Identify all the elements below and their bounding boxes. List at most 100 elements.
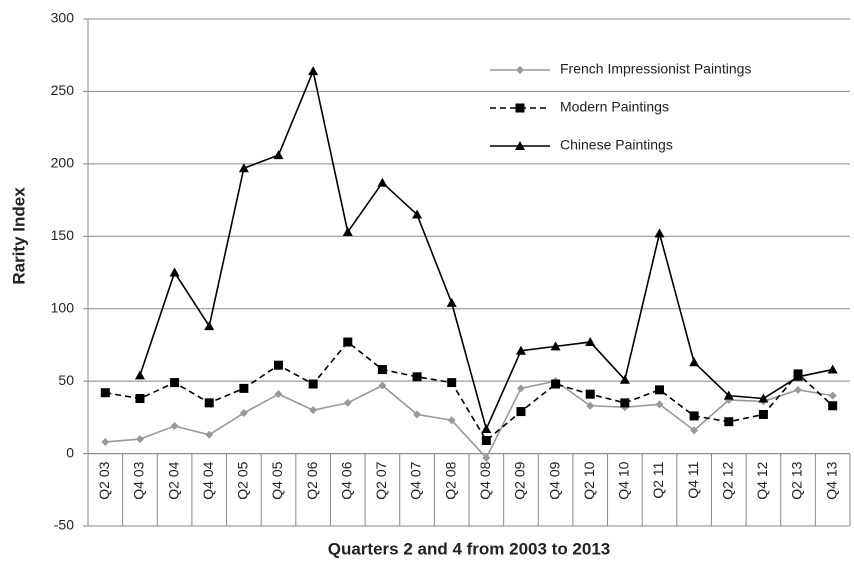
- x-tick-label: Q4 08: [477, 461, 493, 499]
- data-point: [758, 393, 769, 403]
- data-point: [550, 341, 561, 351]
- data-point: [447, 416, 456, 425]
- data-point: [170, 422, 179, 431]
- y-tick-label: 50: [58, 372, 74, 388]
- data-point: [655, 400, 664, 409]
- data-point: [412, 372, 422, 382]
- data-point: [273, 150, 284, 160]
- data-point: [654, 228, 665, 238]
- data-point: [758, 409, 768, 419]
- x-tick-label: Q2 13: [789, 461, 805, 499]
- x-tick-label: Q2 11: [650, 461, 666, 498]
- data-point: [205, 430, 214, 439]
- data-point: [309, 406, 318, 415]
- x-tick-label: Q4 07: [408, 461, 424, 499]
- data-point: [135, 394, 145, 404]
- data-point: [100, 388, 110, 398]
- x-tick-label: Q2 06: [304, 461, 320, 499]
- data-point: [619, 374, 630, 384]
- data-point: [516, 384, 525, 393]
- legend-label: French Impressionist Paintings: [560, 61, 751, 77]
- x-tick-label: Q4 11: [685, 461, 701, 498]
- data-point: [828, 401, 838, 411]
- data-point: [585, 337, 596, 347]
- x-tick-label: Q2 04: [165, 461, 181, 499]
- data-point: [308, 379, 318, 389]
- x-tick-label: Q2 10: [581, 461, 597, 499]
- x-tick-label: Q2 05: [235, 461, 251, 499]
- data-point: [793, 371, 804, 381]
- x-tick-label: Q2 12: [719, 461, 735, 499]
- data-point: [551, 379, 561, 389]
- data-point: [274, 390, 283, 399]
- data-point: [828, 391, 837, 400]
- data-point: [655, 385, 664, 395]
- x-tick-label: Q2 07: [373, 461, 389, 499]
- data-point: [481, 423, 492, 433]
- data-point: [585, 389, 595, 399]
- data-point: [412, 209, 423, 219]
- data-point: [343, 337, 353, 347]
- x-tick-label: Q4 04: [200, 461, 216, 499]
- data-point: [586, 401, 595, 410]
- data-point: [515, 345, 526, 355]
- data-point: [135, 435, 144, 444]
- data-point: [827, 364, 838, 374]
- data-point: [170, 378, 180, 388]
- x-tick-label: Q4 06: [338, 461, 354, 499]
- data-point: [516, 407, 526, 417]
- y-tick-label: 150: [51, 227, 75, 243]
- x-tick-label: Q2 03: [96, 461, 112, 499]
- y-tick-label: 300: [51, 10, 75, 26]
- data-point: [689, 411, 699, 421]
- series-line: [139, 68, 833, 432]
- data-point: [724, 417, 734, 427]
- legend-marker: [515, 141, 525, 150]
- x-tick-label: Q4 09: [546, 461, 562, 499]
- data-point: [690, 426, 699, 435]
- data-point: [169, 267, 180, 277]
- data-point: [204, 398, 214, 408]
- x-tick-label: Q4 05: [269, 461, 285, 499]
- x-tick-label: Q4 13: [823, 461, 839, 499]
- y-tick-label: 250: [51, 82, 75, 98]
- y-tick-label: 0: [66, 444, 74, 460]
- data-point: [378, 381, 387, 390]
- data-point: [239, 383, 249, 393]
- x-tick-label: Q4 10: [616, 461, 632, 499]
- y-tick-label: 100: [51, 299, 75, 315]
- x-axis-title: Quarters 2 and 4 from 2003 to 2013: [328, 539, 611, 558]
- y-tick-label: 200: [51, 155, 75, 171]
- data-point: [620, 398, 630, 408]
- data-point: [342, 226, 353, 236]
- y-tick-label: -50: [54, 517, 74, 533]
- data-point: [481, 436, 491, 446]
- data-point: [377, 365, 387, 375]
- data-point: [482, 453, 491, 462]
- data-point: [308, 66, 319, 76]
- legend-label: Modern Paintings: [560, 99, 669, 115]
- y-axis-title: Rarity Index: [9, 187, 28, 285]
- data-point: [446, 297, 457, 307]
- series-line: [105, 380, 833, 460]
- data-point: [238, 163, 249, 173]
- data-point: [101, 437, 110, 446]
- legend-marker: [515, 103, 525, 113]
- data-point: [204, 321, 215, 331]
- legend-marker: [516, 66, 524, 74]
- x-tick-label: Q2 09: [512, 461, 528, 499]
- x-tick-label: Q2 08: [442, 461, 458, 499]
- data-point: [689, 357, 700, 367]
- data-point: [134, 370, 145, 380]
- data-point: [239, 409, 248, 418]
- data-point: [413, 410, 422, 419]
- x-tick-label: Q4 12: [754, 461, 770, 499]
- data-point: [723, 390, 734, 400]
- data-point: [343, 398, 352, 407]
- legend-label: Chinese Paintings: [560, 137, 673, 153]
- series-line: [105, 340, 834, 442]
- x-tick-label: Q4 03: [131, 461, 147, 499]
- data-point: [447, 378, 457, 388]
